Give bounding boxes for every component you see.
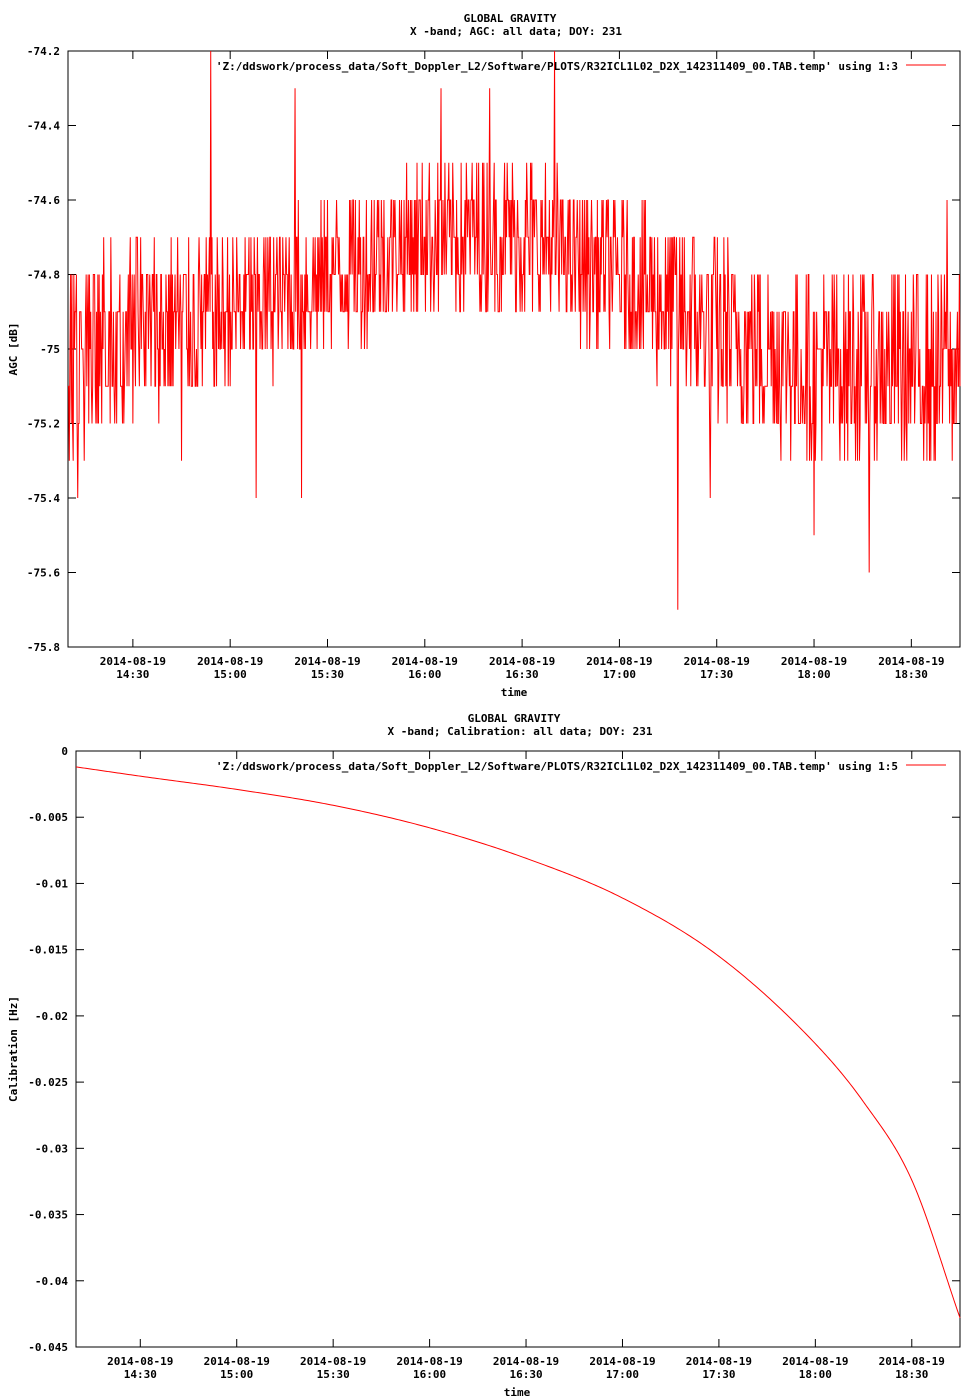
chart-calibration-title: GLOBAL GRAVITY [468, 712, 561, 725]
chart-agc-y-axis: -74.2 -74.4 -74.6 -74.8 -75 -75.2 -75.4 -75.6 -7… [27, 45, 960, 654]
agc-x-tick-date: 2014-08-19 [586, 655, 652, 668]
calibration-x-tick-time: 17:30 [702, 1368, 735, 1381]
agc-series-line [68, 50, 961, 610]
agc-y-tick-label: -74.6 [27, 194, 60, 207]
agc-x-tick-date: 2014-08-19 [878, 655, 944, 668]
agc-y-tick-label: -74.8 [27, 269, 60, 282]
calibration-y-tick-label: -0.015 [28, 944, 68, 957]
agc-x-tick-time: 18:00 [797, 668, 830, 681]
chart-calibration-series [75, 766, 961, 1319]
agc-x-tick-date: 2014-08-19 [197, 655, 263, 668]
agc-x-tick-date: 2014-08-19 [392, 655, 458, 668]
calibration-y-tick-label: -0.045 [28, 1341, 68, 1354]
agc-x-tick-time: 15:30 [311, 668, 344, 681]
chart-calibration-x-label: time [504, 1386, 531, 1399]
calibration-y-tick-label: -0.02 [35, 1010, 68, 1023]
chart-calibration-x-axis: 2014-08-1914:302014-08-1915:002014-08-19… [107, 751, 945, 1381]
chart-calibration-y-axis: 0 -0.005 -0.01 -0.015 -0.02 -0.025 -0.03 -0.035… [28, 745, 960, 1354]
agc-x-tick-time: 14:30 [116, 668, 149, 681]
calibration-series-line [75, 766, 961, 1319]
calibration-x-tick-date: 2014-08-19 [396, 1355, 462, 1368]
agc-x-tick-date: 2014-08-19 [294, 655, 360, 668]
calibration-y-tick-label: -0.01 [35, 877, 68, 890]
calibration-y-tick-label: -0.03 [35, 1142, 68, 1155]
agc-y-tick-label: -75.6 [27, 567, 60, 580]
chart-calibration-y-label: Calibration [Hz] [7, 996, 20, 1102]
chart-calibration-subtitle: X -band; Calibration: all data; DOY: 231 [388, 725, 653, 738]
calibration-x-tick-date: 2014-08-19 [300, 1355, 366, 1368]
calibration-y-tick-label: -0.005 [28, 811, 68, 824]
chart-calibration: GLOBAL GRAVITY X -band; Calibration: all… [7, 712, 961, 1399]
calibration-x-tick-time: 17:00 [606, 1368, 639, 1381]
chart-agc-legend-label: 'Z:/ddswork/process_data/Soft_Doppler_L2… [216, 60, 898, 73]
chart-agc-x-axis: 2014-08-1914:302014-08-1915:002014-08-19… [100, 51, 944, 681]
calibration-x-tick-time: 14:30 [124, 1368, 157, 1381]
calibration-x-tick-time: 18:00 [799, 1368, 832, 1381]
calibration-x-tick-date: 2014-08-19 [782, 1355, 848, 1368]
calibration-x-tick-time: 16:30 [509, 1368, 542, 1381]
agc-y-tick-label: -75.4 [27, 492, 60, 505]
agc-x-tick-date: 2014-08-19 [781, 655, 847, 668]
calibration-x-tick-date: 2014-08-19 [493, 1355, 559, 1368]
agc-y-tick-label: -74.4 [27, 120, 60, 133]
calibration-x-tick-date: 2014-08-19 [686, 1355, 752, 1368]
agc-x-tick-time: 18:30 [895, 668, 928, 681]
calibration-y-tick-label: -0.04 [35, 1275, 68, 1288]
agc-x-tick-time: 17:00 [603, 668, 636, 681]
calibration-y-tick-label: -0.025 [28, 1076, 68, 1089]
chart-agc-y-label: AGC [dB] [7, 323, 20, 376]
agc-x-tick-date: 2014-08-19 [100, 655, 166, 668]
chart-agc-subtitle: X -band; AGC: all data; DOY: 231 [410, 25, 622, 38]
calibration-x-tick-time: 15:30 [317, 1368, 350, 1381]
calibration-y-tick-label: -0.035 [28, 1209, 68, 1222]
agc-x-tick-time: 15:00 [214, 668, 247, 681]
chart-calibration-plot-frame [75, 750, 961, 1348]
calibration-y-tick-label: 0 [61, 745, 68, 758]
chart-agc: GLOBAL GRAVITY X -band; AGC: all data; D… [7, 12, 961, 699]
agc-x-tick-time: 17:30 [700, 668, 733, 681]
calibration-x-tick-time: 15:00 [220, 1368, 253, 1381]
calibration-x-tick-date: 2014-08-19 [204, 1355, 270, 1368]
agc-y-tick-label: -75.8 [27, 641, 60, 654]
chart-agc-x-label: time [501, 686, 528, 699]
calibration-x-tick-time: 18:30 [895, 1368, 928, 1381]
agc-y-tick-label: -75 [40, 343, 60, 356]
chart-agc-title: GLOBAL GRAVITY [464, 12, 557, 25]
agc-x-tick-date: 2014-08-19 [684, 655, 750, 668]
calibration-x-tick-time: 16:00 [413, 1368, 446, 1381]
chart-agc-series [68, 50, 961, 610]
calibration-x-tick-date: 2014-08-19 [879, 1355, 945, 1368]
calibration-x-tick-date: 2014-08-19 [107, 1355, 173, 1368]
agc-x-tick-date: 2014-08-19 [489, 655, 555, 668]
calibration-x-tick-date: 2014-08-19 [589, 1355, 655, 1368]
agc-x-tick-time: 16:00 [408, 668, 441, 681]
agc-x-tick-time: 16:30 [506, 668, 539, 681]
agc-y-tick-label: -75.2 [27, 418, 60, 431]
chart-calibration-legend-label: 'Z:/ddswork/process_data/Soft_Doppler_L2… [216, 760, 898, 773]
agc-y-tick-label: -74.2 [27, 45, 60, 58]
